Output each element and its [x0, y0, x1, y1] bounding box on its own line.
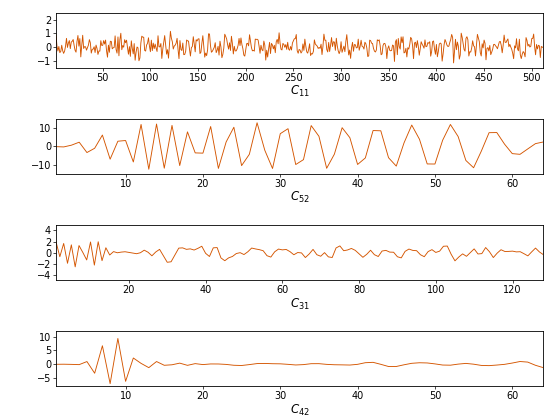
X-axis label: $C_{52}$: $C_{52}$ — [290, 190, 310, 205]
X-axis label: $C_{42}$: $C_{42}$ — [290, 403, 310, 418]
X-axis label: $C_{31}$: $C_{31}$ — [290, 297, 310, 312]
X-axis label: $C_{11}$: $C_{11}$ — [290, 84, 310, 99]
